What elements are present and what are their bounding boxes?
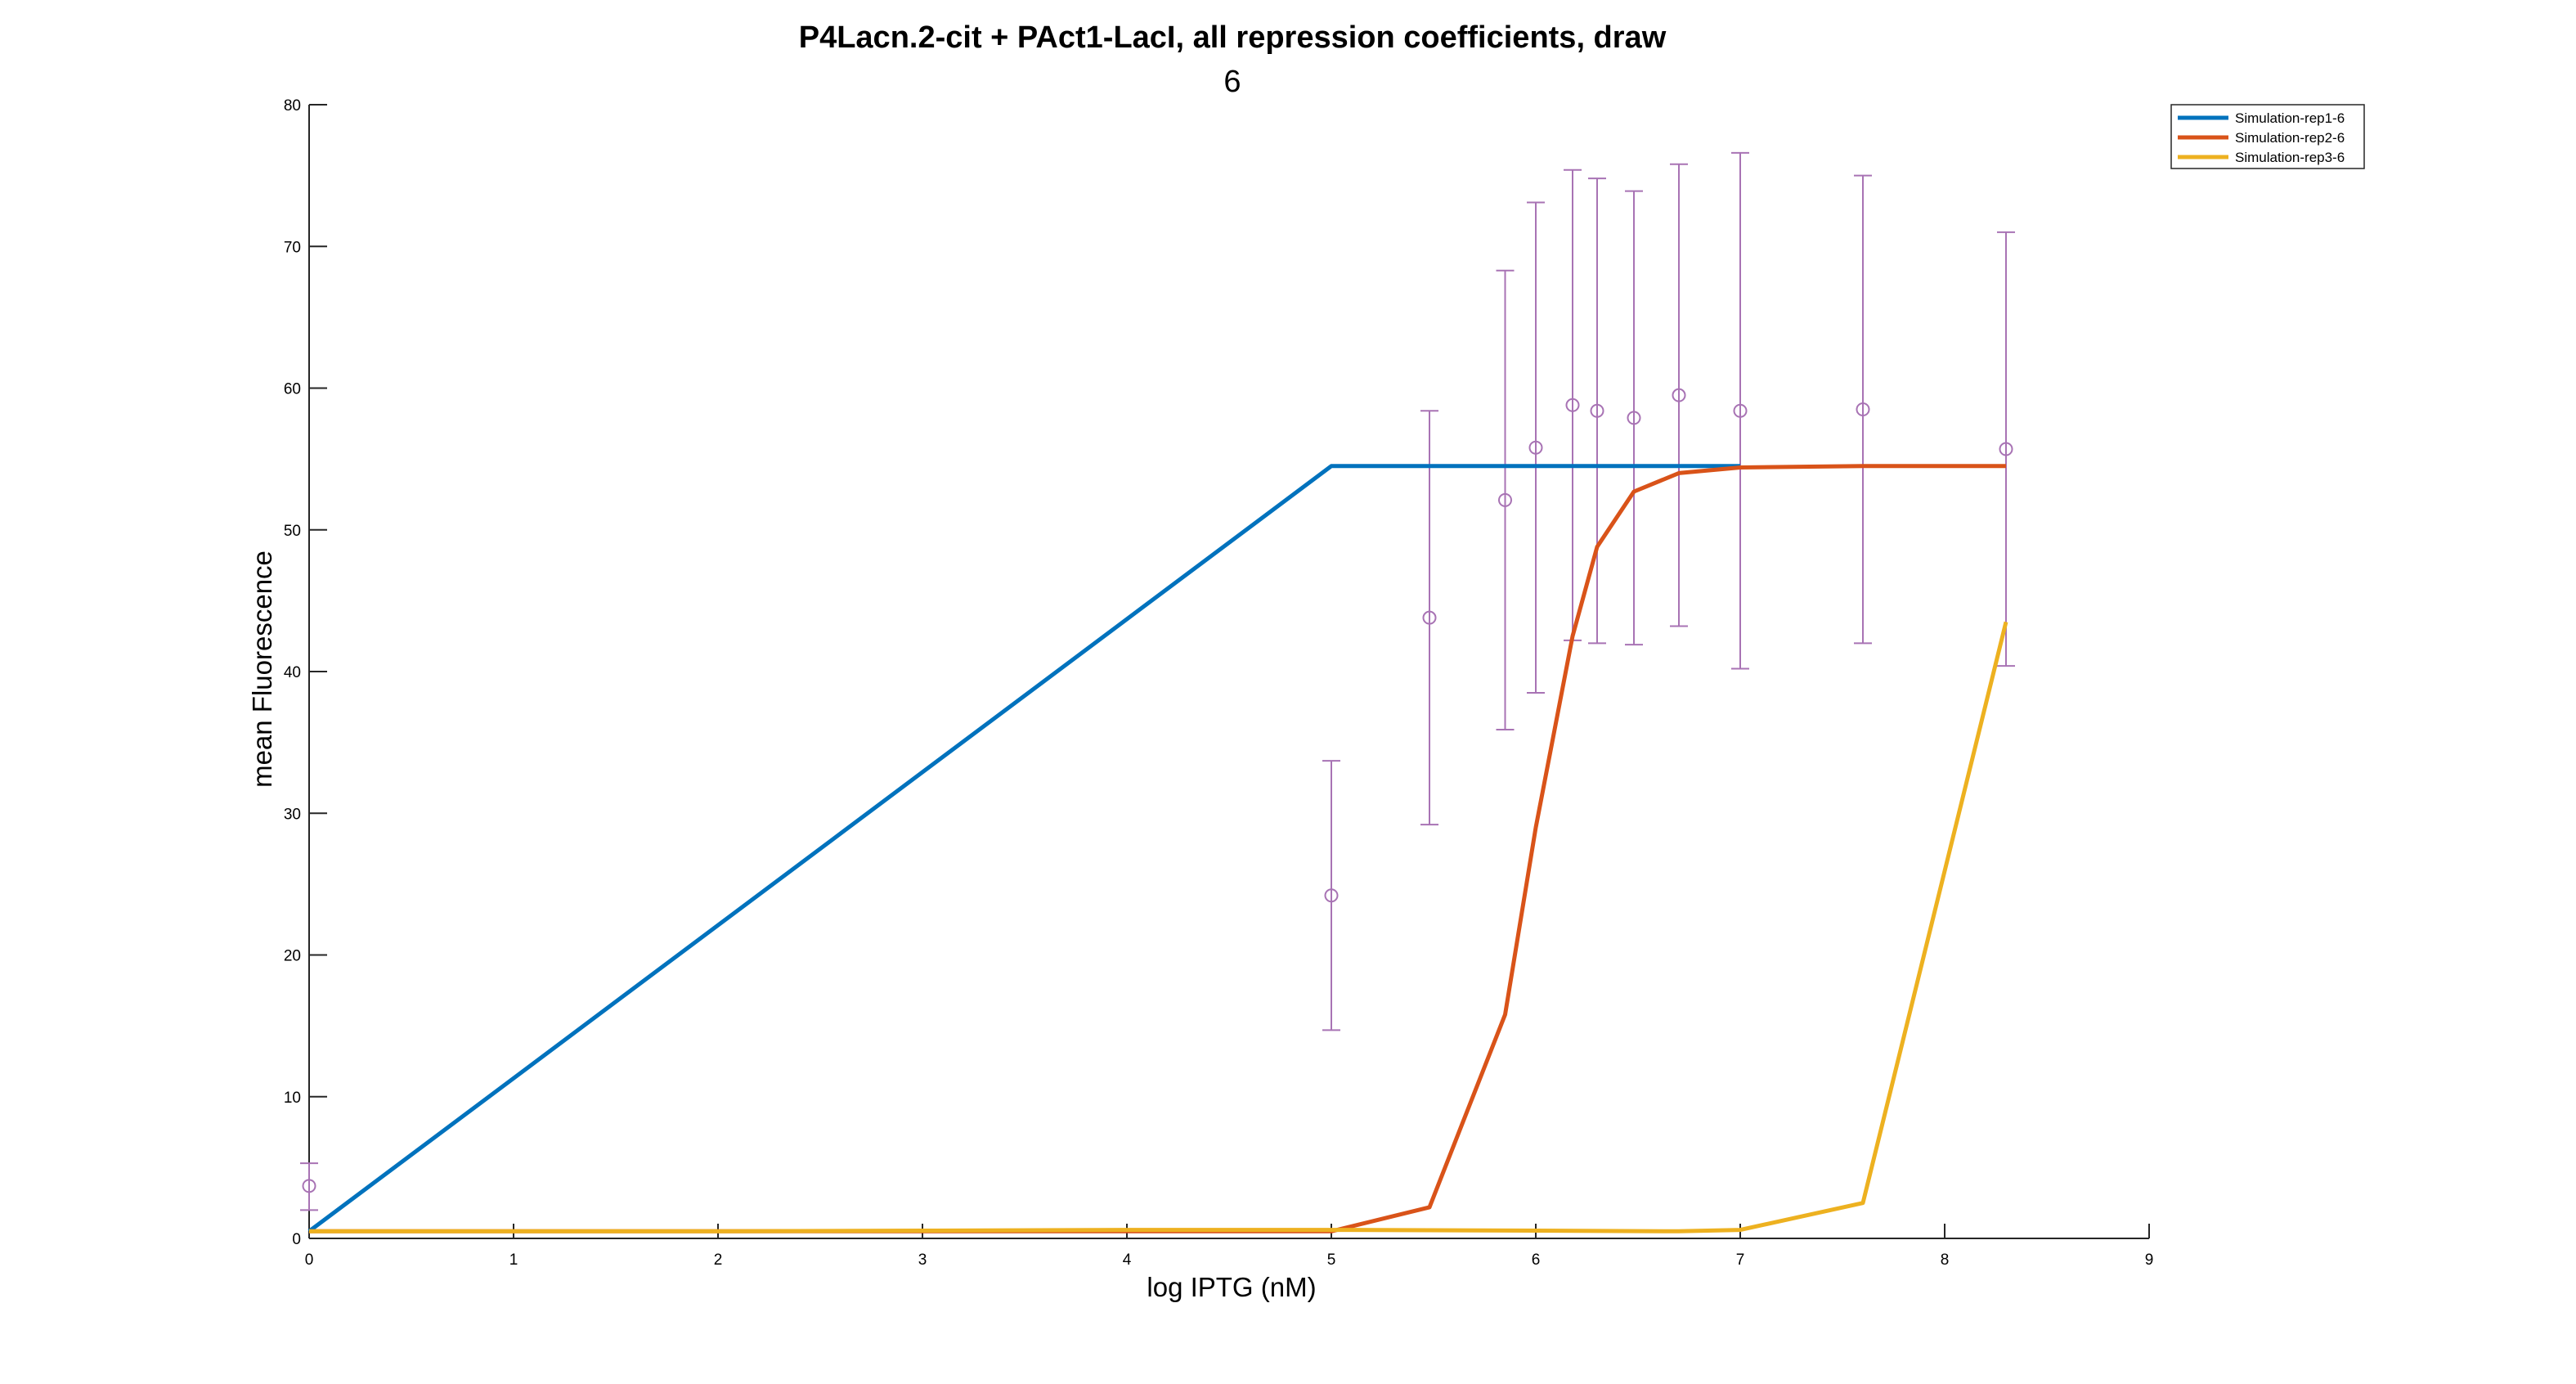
y-tick-label: 20 (284, 948, 301, 965)
series-line-2 (309, 464, 2006, 1233)
measurement-markers (302, 388, 2013, 1193)
measurement-point (1999, 442, 2013, 456)
y-tick-label: 40 (284, 664, 301, 681)
x-tick-label: 1 (509, 1251, 518, 1269)
chart-subtitle: 6 (1223, 65, 1241, 99)
measurement-point (1856, 402, 1870, 416)
measurement-point (1422, 610, 1437, 625)
y-tick-label: 80 (284, 97, 301, 115)
y-tick-label: 50 (284, 523, 301, 540)
measurement-point (1590, 403, 1604, 418)
legend-label-1: Simulation-rep1-6 (2235, 110, 2345, 126)
measurement-point (1733, 403, 1748, 418)
x-tick-label: 3 (918, 1251, 927, 1269)
y-tick-label: 10 (284, 1090, 301, 1107)
chart-title: P4Lacn.2-cit + PAct1-LacI, all repressio… (799, 20, 1667, 55)
series-line-1 (307, 464, 1740, 1233)
x-tick-label: 8 (1941, 1251, 1950, 1269)
legend: Simulation-rep1-6 Simulation-rep2-6 Simula… (2170, 104, 2365, 169)
x-tick-label: 2 (714, 1251, 723, 1269)
measurement-point (302, 1179, 316, 1193)
error-bars (300, 151, 2015, 1211)
x-tick-label: 5 (1327, 1251, 1336, 1269)
y-tick-label: 70 (284, 239, 301, 256)
x-tick-label: 7 (1736, 1251, 1745, 1269)
series-lines (307, 464, 2008, 1233)
axes: 0 1 2 3 4 5 6 7 8 9 0 10 20 30 40 50 60 70 80 (284, 97, 2153, 1269)
y-tick-label: 30 (284, 806, 301, 823)
measurement-point (1627, 411, 1641, 425)
measurement-point (1528, 440, 1543, 455)
legend-label-2: Simulation-rep2-6 (2235, 130, 2345, 146)
measurement-point (1565, 398, 1580, 412)
y-tick-label: 0 (292, 1231, 301, 1248)
x-axis-label: log IPTG (nM) (1147, 1272, 1316, 1302)
x-tick-label: 4 (1123, 1251, 1132, 1269)
measurement-point (1672, 388, 1686, 402)
measurement-point (1324, 888, 1339, 903)
y-axis-label: mean Fluorescence (247, 550, 277, 788)
x-tick-label: 9 (2145, 1251, 2154, 1269)
series-line-3 (309, 621, 2008, 1233)
measurement-point (1498, 492, 1512, 507)
legend-label-3: Simulation-rep3-6 (2235, 150, 2345, 165)
x-tick-label: 6 (1532, 1251, 1541, 1269)
x-tick-label: 0 (305, 1251, 314, 1269)
y-tick-label: 60 (284, 381, 301, 398)
